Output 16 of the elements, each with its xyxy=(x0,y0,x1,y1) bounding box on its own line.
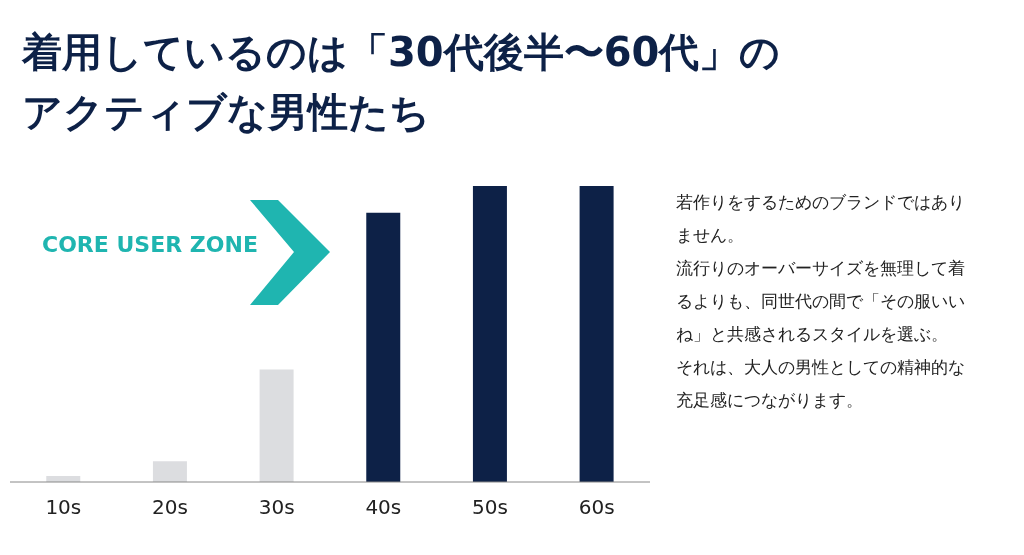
bar xyxy=(366,212,401,482)
bar xyxy=(259,369,294,482)
x-tick-label: 10s xyxy=(45,495,82,520)
text: それは、大人の男性としての精神的な充足感につながります。 xyxy=(676,356,966,412)
text: 流行りのオーバーサイズを無理して着るよりも、同世代の間で「その服いいね」と共感されるスタイルを選ぶ。 xyxy=(676,257,966,346)
annotation: CORE USER ZONE xyxy=(42,232,258,257)
x-tick-label: 20s xyxy=(152,495,188,520)
bar xyxy=(579,186,614,482)
x-tick-label: 50s xyxy=(472,495,508,520)
chart-title: 着用しているのは「30代後半〜60代」のアクティブな男性たち xyxy=(22,28,782,137)
bar xyxy=(152,461,187,482)
x-tick-label: 60s xyxy=(578,495,615,520)
x-tick-label: 30s xyxy=(258,495,295,520)
text: 若作りをするためのブランドではありません。 xyxy=(676,191,966,247)
x-tick-label: 40s xyxy=(365,495,402,520)
bar xyxy=(472,186,507,482)
